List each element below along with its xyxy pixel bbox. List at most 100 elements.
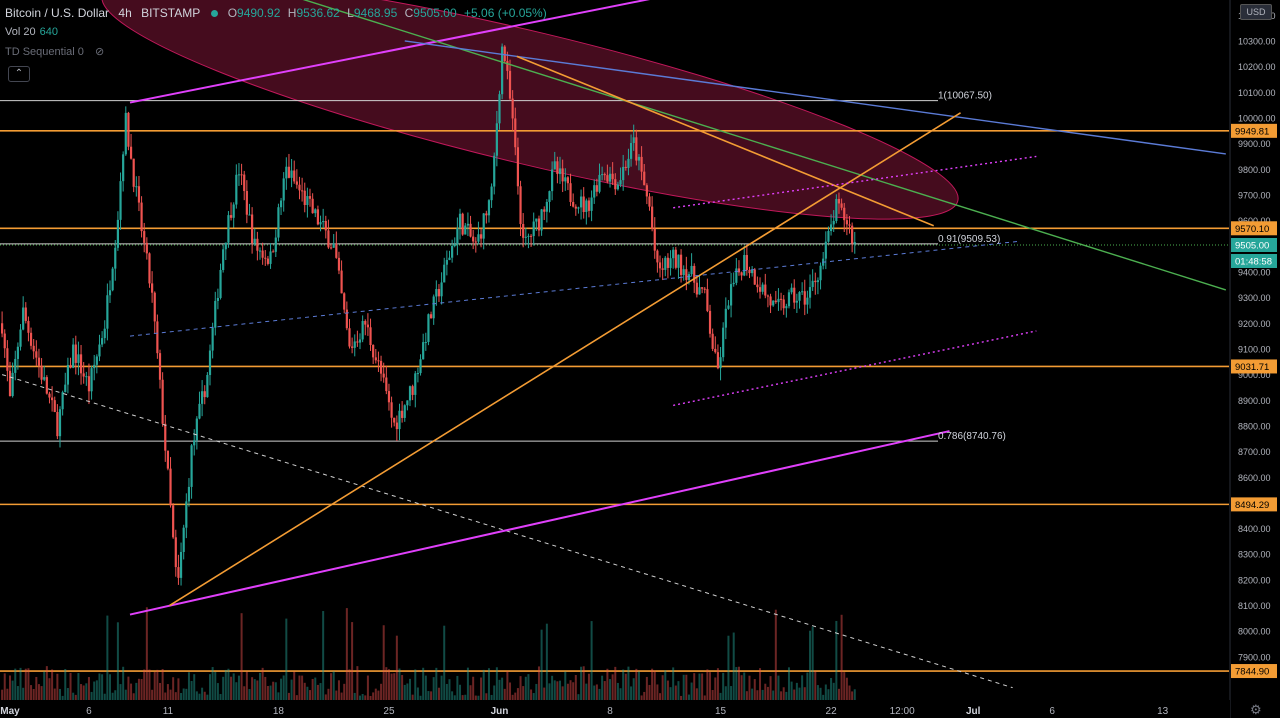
candle-body: [356, 341, 359, 343]
volume-bar: [803, 687, 806, 700]
candle-body: [201, 391, 204, 404]
candle-body: [661, 268, 664, 270]
candle-body: [258, 250, 262, 252]
candle-body: [308, 196, 312, 199]
currency-button[interactable]: USD: [1240, 4, 1272, 20]
price-tag-box: [1231, 664, 1277, 679]
gear-icon[interactable]: ⚙: [1250, 702, 1262, 717]
time-axis: [0, 700, 1230, 718]
volume-bar: [624, 673, 627, 700]
time-tick-label: 15: [715, 706, 727, 717]
candle-body: [398, 410, 401, 430]
candle-body: [558, 168, 562, 175]
candle-body: [729, 284, 733, 306]
candle-body: [674, 249, 677, 268]
candle-body: [266, 258, 270, 264]
candle-body: [448, 257, 451, 260]
volume-bar: [172, 677, 175, 700]
volume-bar: [406, 683, 409, 700]
volume-bar: [437, 687, 440, 700]
volume-bar: [559, 680, 562, 700]
candle-body: [645, 185, 648, 197]
volume-bar: [277, 692, 280, 700]
candle-body: [164, 423, 167, 451]
volume-bar: [716, 668, 719, 700]
candle-body: [524, 236, 527, 238]
price-tick-label: 8400.00: [1238, 524, 1271, 534]
price-tag: 9949.81: [1235, 126, 1269, 137]
volume-bar: [16, 686, 19, 700]
candle-body: [508, 70, 512, 99]
volume-bar: [27, 668, 30, 700]
candle-body: [53, 400, 56, 413]
volume-bar: [261, 667, 264, 700]
candle-body: [658, 262, 662, 269]
volume-bar: [240, 613, 243, 700]
volume-bar: [761, 689, 764, 700]
hidden-eye-icon[interactable]: ⊘: [94, 46, 105, 58]
volume-bar: [782, 687, 785, 700]
channel-midline: [129, 240, 1021, 337]
candle-body: [90, 368, 93, 392]
candle-body: [203, 391, 206, 398]
candle-body: [785, 306, 788, 309]
volume-bar: [756, 690, 759, 700]
volume-bar: [566, 683, 569, 700]
volume-bar: [564, 671, 567, 700]
volume-bar: [672, 667, 675, 700]
volume-bar: [461, 695, 464, 700]
price-tick-label: 10000.00: [1238, 113, 1276, 123]
candle-body: [672, 249, 675, 259]
candle-body: [579, 196, 583, 208]
candle-body: [840, 203, 843, 208]
candle-body: [751, 269, 754, 274]
volume-bar: [61, 695, 64, 700]
volume-bar: [398, 668, 401, 700]
interval-label[interactable]: 4h: [118, 6, 132, 20]
volume-bar: [103, 693, 106, 700]
candle-body: [453, 244, 456, 246]
candle-body: [153, 292, 156, 322]
volume-legend[interactable]: Vol 20 640: [5, 26, 58, 38]
volume-bar: [443, 625, 446, 700]
volume-bar: [609, 679, 612, 700]
candle-body: [327, 230, 330, 248]
volume-bar: [198, 693, 201, 700]
candle-body: [322, 220, 325, 223]
candle-body: [706, 289, 709, 311]
volume-bar: [840, 614, 843, 700]
volume-bar: [6, 688, 9, 700]
volume-bar: [343, 683, 346, 700]
volume-bar: [185, 688, 188, 700]
volume-bar: [506, 670, 509, 700]
candle-body: [837, 198, 841, 204]
volume-bar: [361, 693, 364, 700]
close-label: C: [404, 6, 414, 20]
price-tick-label: 9300.00: [1238, 293, 1271, 303]
candle-body: [795, 300, 798, 303]
candle-body: [87, 376, 91, 392]
candle-body: [24, 307, 27, 321]
time-tick-label: 8: [607, 706, 613, 717]
volume-bar: [11, 680, 14, 700]
candle-body: [514, 118, 517, 148]
candle-body: [595, 185, 598, 192]
volume-bar: [806, 672, 809, 700]
volume-bar: [845, 677, 848, 700]
candle-body: [472, 236, 475, 242]
symbol-name[interactable]: Bitcoin / U.S. Dollar: [5, 6, 110, 20]
candle-body: [803, 291, 806, 305]
candle-body: [782, 299, 785, 309]
candle-body: [814, 280, 817, 283]
candle-body: [337, 257, 341, 271]
legend-header: Bitcoin / U.S. Dollar 4h BITSTAMP O9490.…: [5, 6, 547, 20]
collapse-legend-button[interactable]: ⌃: [8, 66, 30, 82]
volume-bar: [514, 692, 517, 700]
candle-body: [756, 284, 759, 288]
candle-body: [232, 204, 235, 218]
td-sequential-legend[interactable]: TD Sequential 0 ⊘: [5, 45, 104, 58]
channel-upper-dotted: [673, 155, 1037, 209]
volume-bar: [351, 622, 354, 700]
volume-bar: [130, 683, 133, 700]
